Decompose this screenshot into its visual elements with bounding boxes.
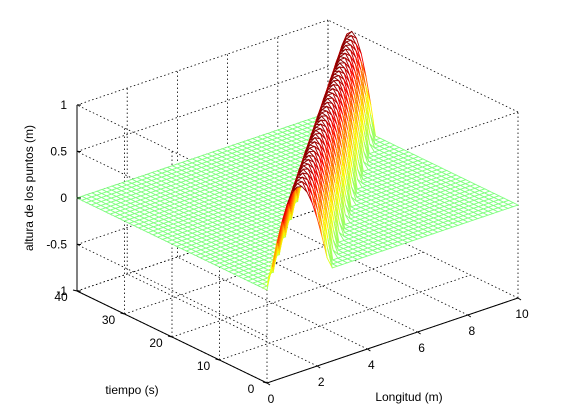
x-tick-label: 10 (515, 307, 529, 321)
x-tick-label: 2 (318, 375, 325, 389)
y-tick-label: 10 (197, 359, 211, 373)
y-tick-mark (120, 312, 125, 315)
z-tick-label: -0.5 (46, 238, 67, 252)
x-tick-label: 8 (468, 324, 475, 338)
y-tick-mark (72, 289, 78, 292)
z-axis-label: altura de los puntos (m) (22, 125, 36, 251)
tick-labels: 0 2 4 6 8 10 0 10 20 30 40-1 -0.5 0 0.5 1 (46, 98, 529, 406)
x-tick-mark (417, 331, 421, 335)
x-tick-mark (367, 348, 371, 352)
y-axis-label: tiempo (s) (105, 383, 158, 397)
back-wall-grid-line (76, 66, 329, 152)
y-tick-mark (215, 358, 220, 361)
floor-grid-line (171, 251, 424, 338)
z-tick-label: 1 (60, 98, 67, 112)
z-tick-label: 0.5 (50, 145, 67, 159)
x-tick-label: 4 (368, 358, 375, 372)
x-tick-mark (467, 314, 472, 318)
y-tick-mark (167, 335, 173, 338)
z-tick-label: -1 (56, 284, 67, 298)
surface-mesh (75, 30, 520, 291)
x-axis-label: Longitud (m) (375, 390, 442, 404)
x-tick-mark (266, 382, 271, 386)
y-tick-mark (262, 381, 268, 384)
front-axes (72, 104, 522, 386)
x-tick-mark (316, 365, 321, 369)
y-tick-label: 20 (149, 336, 163, 350)
y-tick-label: 40 (54, 290, 68, 304)
surface-cell (507, 202, 520, 208)
z-tick-label: 0 (60, 191, 67, 205)
x-tick-label: 6 (418, 341, 425, 355)
back-wall-grid-line (76, 19, 329, 106)
y-tick-label: 0 (248, 382, 255, 396)
x-axis-line (266, 297, 519, 384)
floor-grid-line (219, 274, 471, 361)
x-tick-label: 0 (268, 392, 275, 406)
y-tick-label: 30 (102, 313, 116, 327)
x-tick-mark (517, 297, 522, 301)
